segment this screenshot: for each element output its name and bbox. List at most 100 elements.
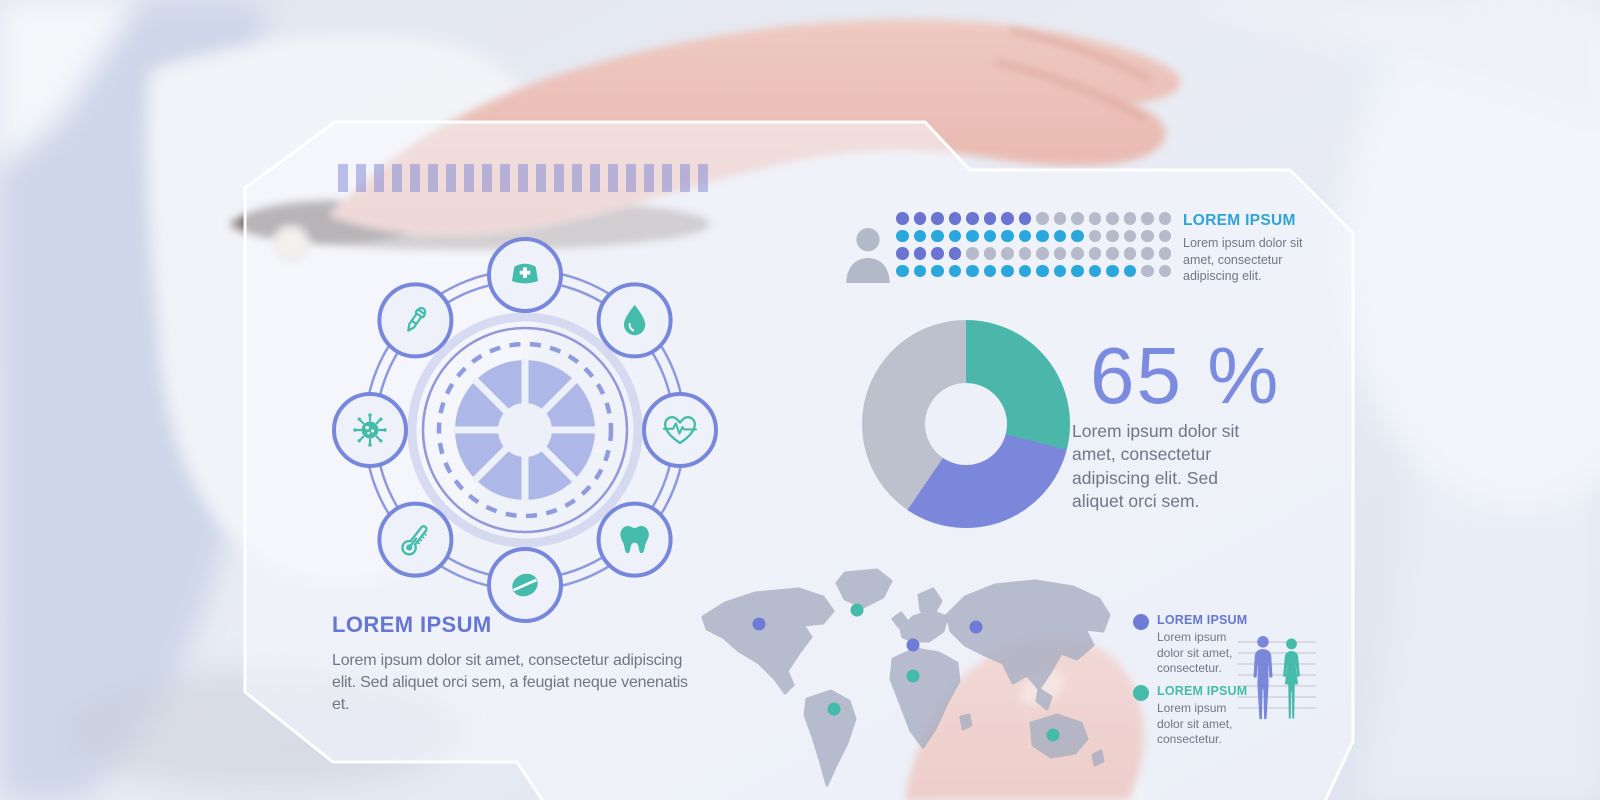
water-drop-icon-bubble xyxy=(596,282,673,359)
map-marker xyxy=(827,702,841,716)
matrix-dot xyxy=(1036,247,1049,260)
matrix-dot xyxy=(1141,247,1154,260)
matrix-dot xyxy=(966,212,979,225)
progress-tick xyxy=(428,164,438,192)
matrix-dot xyxy=(1106,229,1119,242)
virus-icon-bubble xyxy=(332,392,408,468)
legend-bullet-teal xyxy=(1133,685,1149,701)
matrix-dot xyxy=(1018,264,1031,277)
progress-tick xyxy=(608,164,618,192)
matrix-dot xyxy=(1018,229,1031,242)
map-marker xyxy=(906,669,920,683)
dropper-icon-bubble xyxy=(377,282,454,359)
person-icon xyxy=(841,223,895,283)
matrix-dot xyxy=(1071,247,1084,260)
stat-value: 65 % xyxy=(1090,331,1281,420)
progress-tick xyxy=(338,164,348,192)
matrix-dot xyxy=(1123,264,1136,277)
progress-tick xyxy=(572,164,582,192)
matrix-dot xyxy=(983,264,996,277)
matrix-dot xyxy=(913,229,926,242)
matrix-dot xyxy=(1141,212,1154,225)
progress-tick xyxy=(698,164,708,192)
matrix-dot xyxy=(983,212,996,225)
matrix-dot xyxy=(1018,247,1031,260)
map-marker xyxy=(752,617,766,631)
legend-title-2: LOREM IPSUM xyxy=(1157,684,1248,698)
progress-tick xyxy=(392,164,402,192)
progress-tick xyxy=(662,164,672,192)
matrix-dot xyxy=(1123,229,1136,242)
medical-circle-diagram xyxy=(325,230,725,630)
progress-ticks xyxy=(338,164,716,192)
matrix-dot xyxy=(931,247,944,260)
matrix-dot xyxy=(983,247,996,260)
matrix-dot xyxy=(948,264,961,277)
matrix-dot xyxy=(1158,247,1171,260)
legend-body-2: Lorem ipsum dolor sit amet, consectetur. xyxy=(1157,701,1233,747)
female-figure xyxy=(1283,638,1300,719)
virus-icon xyxy=(352,412,388,448)
matrix-dot xyxy=(1158,229,1171,242)
map-marker xyxy=(850,603,864,617)
height-comparison xyxy=(1238,636,1316,720)
matrix-legend-title: LOREM IPSUM xyxy=(1183,212,1296,229)
matrix-dot xyxy=(1053,212,1066,225)
map-marker xyxy=(969,620,983,634)
nurse-cap-icon xyxy=(511,263,539,284)
matrix-dot xyxy=(1071,264,1084,277)
matrix-dot xyxy=(1071,212,1084,225)
matrix-legend-body: Lorem ipsum dolor sit amet, consectetur … xyxy=(1183,236,1303,283)
matrix-dot xyxy=(1053,264,1066,277)
matrix-dot xyxy=(1158,212,1171,225)
matrix-dot xyxy=(913,247,926,260)
pill-icon-bubble xyxy=(487,547,563,623)
matrix-dot xyxy=(1036,212,1049,225)
male-figure xyxy=(1253,636,1273,720)
progress-tick xyxy=(590,164,600,192)
progress-tick xyxy=(680,164,690,192)
matrix-dot xyxy=(1088,264,1101,277)
progress-tick xyxy=(356,164,366,192)
matrix-dot xyxy=(1141,264,1154,277)
matrix-dot xyxy=(966,247,979,260)
matrix-dot xyxy=(1036,229,1049,242)
matrix-dot xyxy=(931,229,944,242)
matrix-dot xyxy=(1018,212,1031,225)
matrix-row xyxy=(896,247,1176,260)
matrix-dot xyxy=(966,264,979,277)
progress-tick xyxy=(554,164,564,192)
matrix-dot xyxy=(1106,247,1119,260)
matrix-dot xyxy=(1001,247,1014,260)
donut-chart xyxy=(862,320,1070,528)
dot-matrix-chart xyxy=(896,212,1176,282)
matrix-dot xyxy=(1088,247,1101,260)
matrix-dot xyxy=(1158,264,1171,277)
progress-tick xyxy=(518,164,528,192)
matrix-dot xyxy=(931,264,944,277)
matrix-dot xyxy=(1036,264,1049,277)
matrix-dot xyxy=(948,212,961,225)
matrix-dot xyxy=(1123,212,1136,225)
progress-tick xyxy=(410,164,420,192)
matrix-dot xyxy=(948,229,961,242)
progress-tick xyxy=(536,164,546,192)
matrix-dot xyxy=(896,247,909,260)
matrix-dot xyxy=(913,212,926,225)
world-map xyxy=(701,568,1111,787)
matrix-row xyxy=(896,264,1176,277)
matrix-dot xyxy=(1053,229,1066,242)
heart-pulse-icon-bubble xyxy=(642,392,718,468)
stat-body: Lorem ipsum dolor sit amet, consectetur … xyxy=(1072,421,1240,511)
progress-tick xyxy=(644,164,654,192)
nurse-cap-icon-bubble xyxy=(487,237,563,313)
height-gridlines xyxy=(1238,641,1316,709)
matrix-row xyxy=(896,229,1176,242)
matrix-row xyxy=(896,212,1176,225)
matrix-dot xyxy=(896,229,909,242)
matrix-dot xyxy=(1106,212,1119,225)
tooth-icon-bubble xyxy=(596,501,673,578)
map-marker xyxy=(906,638,920,652)
matrix-dot xyxy=(948,247,961,260)
progress-tick xyxy=(374,164,384,192)
